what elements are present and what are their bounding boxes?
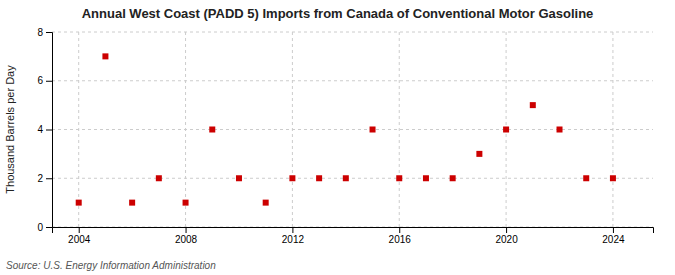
point [503,127,509,133]
x-tick-label: 2008 [175,234,198,245]
y-tick-mark [46,81,52,82]
point [610,175,616,181]
x-tick-mark [79,227,80,233]
y-tick: 0 [37,222,52,233]
x-tick: 2012 [282,227,305,245]
x-tick-mark [399,227,400,233]
x-tick: 2024 [602,227,625,245]
point [530,102,536,108]
point [423,175,429,181]
title: Annual West Coast (PADD 5) Imports from … [82,6,594,21]
y-tick-label: 8 [37,27,43,38]
point [476,151,482,157]
point [289,175,295,181]
y-tick-mark [46,32,52,33]
grid-line [612,32,613,227]
point [583,175,589,181]
x-tick-mark [506,227,507,233]
x-tick: 2020 [495,227,518,245]
grid-line [292,32,293,227]
x-axis-line [53,228,654,234]
y-axis: 0 2 4 6 8 [37,27,52,233]
grid-line [185,32,186,227]
y-tick-label: 2 [37,173,43,184]
y-tick-mark [46,178,52,179]
y-tick-mark [46,130,52,131]
point [209,127,215,133]
point [316,175,322,181]
point [263,200,269,206]
y-tick: 4 [37,124,52,135]
point [396,175,402,181]
y-tick-mark [46,227,52,228]
grid-line [52,178,653,179]
source: Source: U.S. Energy Information Administ… [6,260,216,271]
point [236,175,242,181]
grid-line [52,80,653,81]
y-tick: 6 [37,75,52,86]
points [76,53,616,205]
grid-line [52,32,653,33]
x-tick-label: 2020 [495,234,518,245]
x-tick-mark [292,227,293,233]
x-tick: 2008 [175,227,198,245]
plot: 2004 2008 2012 2016 2020 2024 0 2 4 6 8 [37,27,653,245]
x-tick-label: 2016 [389,234,412,245]
grid-line [399,32,400,227]
point [76,200,82,206]
x-tick-mark [613,227,614,233]
point [102,53,108,59]
x-axis: 2004 2008 2012 2016 2020 2024 [53,227,654,245]
y-tick-label: 0 [37,222,43,233]
point [450,175,456,181]
x-tick: 2016 [389,227,412,245]
grid-line [78,32,79,227]
y-tick-label: 4 [37,124,43,135]
x-tick-label: 2004 [68,234,91,245]
y-tick: 8 [37,27,52,38]
grid [52,32,653,227]
point [557,127,563,133]
x-tick: 2004 [68,227,91,245]
y-tick: 2 [37,173,52,184]
grid-line [52,129,653,130]
x-tick-label: 2012 [282,234,305,245]
point [343,175,349,181]
point [156,175,162,181]
chart: 2004 2008 2012 2016 2020 2024 0 2 4 6 8 Annual West… [0,0,675,275]
y-tick-label: 6 [37,75,43,86]
point [183,200,189,206]
x-tick-mark [186,227,187,233]
x-tick-label: 2024 [602,234,625,245]
y-axis-line [46,33,53,228]
point [129,200,135,206]
y-axis-title: Thousand Barrels per Day [4,65,16,194]
point [370,127,376,133]
